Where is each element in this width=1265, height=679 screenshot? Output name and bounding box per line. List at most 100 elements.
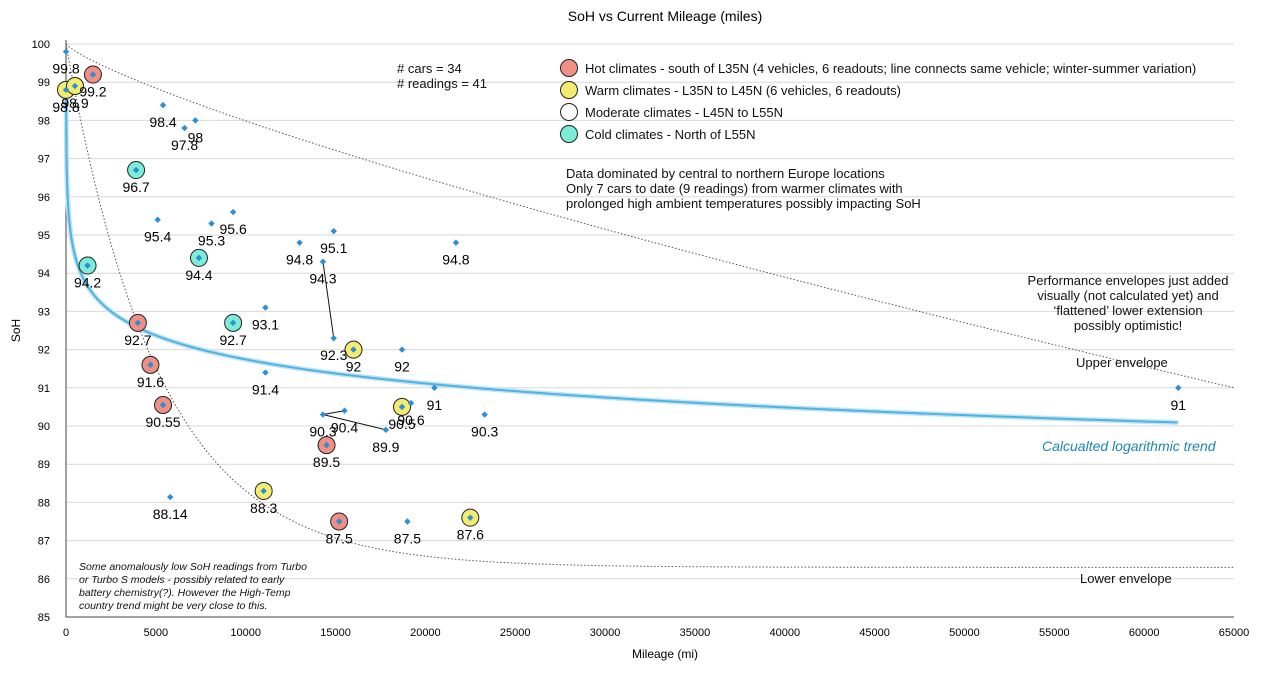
data-point [323, 441, 330, 449]
legend-swatch-hot [560, 59, 578, 77]
x-axis-label: Mileage (mi) [632, 647, 698, 661]
data-point [262, 369, 269, 376]
data-label: 95.3 [198, 233, 225, 249]
legend-label-moderate: Moderate climates - L45N to L55N [585, 104, 783, 120]
data-label: 94.3 [309, 271, 336, 287]
data-label: 94.4 [185, 267, 212, 283]
data-point [431, 384, 438, 391]
data-point [262, 304, 269, 311]
data-point [452, 239, 460, 246]
data-point [467, 514, 474, 521]
x-tick-label: 5000 [144, 627, 168, 639]
legend-item-cold: Cold climates - North of L55N [560, 123, 1196, 145]
data-note: Data dominated by central to northern Eu… [566, 166, 921, 211]
y-axis-label: SoH [9, 319, 23, 342]
x-tick-label: 60000 [1129, 627, 1160, 639]
x-tick-label: 15000 [320, 627, 351, 639]
connector-line [322, 414, 386, 431]
y-tick-label: 95 [38, 230, 50, 242]
anomaly-note: Some anomalously low SoH readings from T… [79, 561, 307, 612]
data-point [134, 319, 142, 327]
x-tick-label: 0 [63, 627, 69, 639]
data-point [229, 319, 237, 327]
data-point [296, 239, 303, 246]
data-point [192, 117, 199, 124]
data-label: 91 [1171, 397, 1187, 413]
y-tick-label: 92 [38, 345, 50, 357]
data-point [62, 48, 70, 55]
data-label: 90.3 [309, 424, 336, 440]
y-tick-label: 93 [38, 306, 50, 318]
data-label: 90.5 [388, 416, 415, 432]
data-point [208, 220, 215, 227]
data-label: 98.9 [61, 95, 88, 111]
data-point [341, 407, 348, 414]
y-tick-label: 89 [38, 459, 50, 471]
x-tick-label: 65000 [1219, 627, 1250, 639]
legend-swatch-warm [560, 81, 578, 99]
data-label: 97.8 [171, 137, 198, 153]
y-tick-label: 100 [32, 39, 50, 51]
data-point [84, 262, 91, 269]
data-label: 98.8 [52, 99, 79, 115]
lower-envelope-label: Lower envelope [1080, 571, 1172, 586]
data-label: 92.7 [219, 332, 246, 348]
x-tick-label: 50000 [949, 627, 980, 639]
data-label: 87.5 [326, 531, 353, 547]
y-tick-label: 87 [38, 536, 50, 548]
data-label: 91.4 [252, 382, 279, 398]
chart-title: SoH vs Current Mileage (miles) [568, 8, 763, 24]
legend: Hot climates - south of L35N (4 vehicles… [560, 57, 1196, 145]
y-tick-label: 96 [38, 192, 50, 204]
legend-item-hot: Hot climates - south of L35N (4 vehicles… [560, 57, 1196, 79]
data-label: 95.6 [219, 221, 246, 237]
data-label: 96.7 [122, 179, 149, 195]
data-point [167, 493, 174, 501]
y-tick-label: 98 [38, 115, 50, 127]
x-tick-label: 10000 [230, 627, 261, 639]
data-label: 98 [188, 129, 204, 145]
data-point [1175, 384, 1182, 391]
x-tick-label: 55000 [1039, 627, 1070, 639]
data-label: 95.1 [320, 240, 347, 256]
data-point [350, 346, 357, 353]
data-label: 92.3 [320, 347, 347, 363]
y-tick-label: 85 [38, 612, 50, 624]
data-label: 89.9 [372, 439, 399, 455]
legend-swatch-cold [560, 125, 578, 143]
data-point [260, 487, 267, 495]
x-tick-label: 40000 [769, 627, 800, 639]
y-tick-label: 90 [38, 421, 50, 433]
data-label: 90.55 [146, 414, 181, 430]
lower-envelope-line [65, 43, 1235, 568]
data-point [398, 403, 406, 411]
envelope-note: Performance envelopes just added visuall… [1027, 273, 1229, 333]
data-point [335, 518, 343, 525]
data-label: 91 [427, 397, 443, 413]
y-tick-label: 97 [38, 154, 50, 166]
y-tick-label: 99 [38, 77, 50, 89]
legend-label-cold: Cold climates - North of L55N [585, 126, 756, 142]
trend-line-halo [63, 93, 1180, 425]
data-point [71, 82, 79, 90]
data-label: 88.14 [153, 506, 188, 522]
legend-item-warm: Warm climates - L35N to L45N (6 vehicles… [560, 79, 1196, 101]
legend-label-hot: Hot climates - south of L35N (4 vehicles… [585, 60, 1197, 76]
y-tick-label: 86 [38, 574, 50, 586]
data-point [62, 86, 70, 94]
data-label: 99.2 [79, 84, 106, 100]
data-label: 92.7 [124, 332, 151, 348]
data-point [319, 258, 327, 265]
legend-label-warm: Warm climates - L35N to L45N (6 vehicles… [585, 82, 901, 98]
data-point [154, 216, 161, 223]
data-label: 87.5 [394, 531, 421, 547]
legend-item-moderate: Moderate climates - L45N to L55N [560, 101, 1196, 123]
counts-note: # cars = 34 # readings = 41 [397, 61, 487, 91]
upper-envelope-label: Upper envelope [1076, 355, 1168, 370]
legend-swatch-moderate [560, 103, 578, 121]
y-tick-label: 88 [38, 497, 50, 509]
data-point [147, 361, 154, 369]
data-point [89, 71, 97, 78]
